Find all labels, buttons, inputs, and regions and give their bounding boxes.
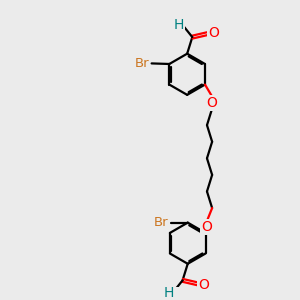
Text: Br: Br — [134, 57, 149, 70]
Text: O: O — [208, 26, 219, 40]
Text: Br: Br — [154, 216, 169, 229]
Text: H: H — [173, 18, 184, 32]
Text: O: O — [207, 96, 218, 110]
Text: O: O — [201, 220, 212, 234]
Text: O: O — [198, 278, 209, 292]
Text: H: H — [164, 286, 174, 300]
